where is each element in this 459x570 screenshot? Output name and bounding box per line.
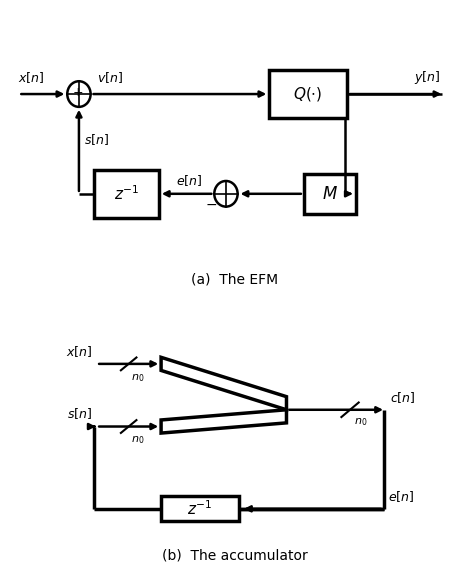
Bar (303, 174, 355, 214)
Text: $n_0$: $n_0$ (130, 372, 144, 384)
Text: $v[n]$: $v[n]$ (97, 71, 123, 85)
Text: $z^{-1}$: $z^{-1}$ (113, 185, 139, 203)
Bar (161, 496, 238, 521)
Text: $n_0$: $n_0$ (130, 435, 144, 446)
Text: $y[n]$: $y[n]$ (413, 68, 439, 85)
Text: $s[n]$: $s[n]$ (84, 132, 109, 146)
Text: $M$: $M$ (321, 185, 337, 203)
Text: $z^{-1}$: $z^{-1}$ (187, 499, 212, 518)
Text: (b)  The accumulator: (b) The accumulator (162, 548, 307, 563)
Text: $x[n]$: $x[n]$ (66, 344, 92, 359)
Text: (a)  The EFM: (a) The EFM (190, 272, 278, 286)
Text: $+$: $+$ (72, 86, 83, 99)
Text: $-$: $-$ (204, 197, 217, 211)
Text: $e[n]$: $e[n]$ (175, 173, 202, 188)
Polygon shape (161, 357, 286, 410)
Text: $x[n]$: $x[n]$ (18, 71, 45, 85)
Bar (269, 70, 346, 118)
Text: $e[n]$: $e[n]$ (387, 490, 414, 504)
Text: $n_0$: $n_0$ (353, 416, 367, 428)
Text: $c[n]$: $c[n]$ (389, 390, 415, 405)
Bar (94, 170, 159, 218)
Text: $s[n]$: $s[n]$ (67, 406, 92, 421)
Polygon shape (161, 410, 286, 433)
Text: $Q(\cdot)$: $Q(\cdot)$ (293, 85, 322, 103)
